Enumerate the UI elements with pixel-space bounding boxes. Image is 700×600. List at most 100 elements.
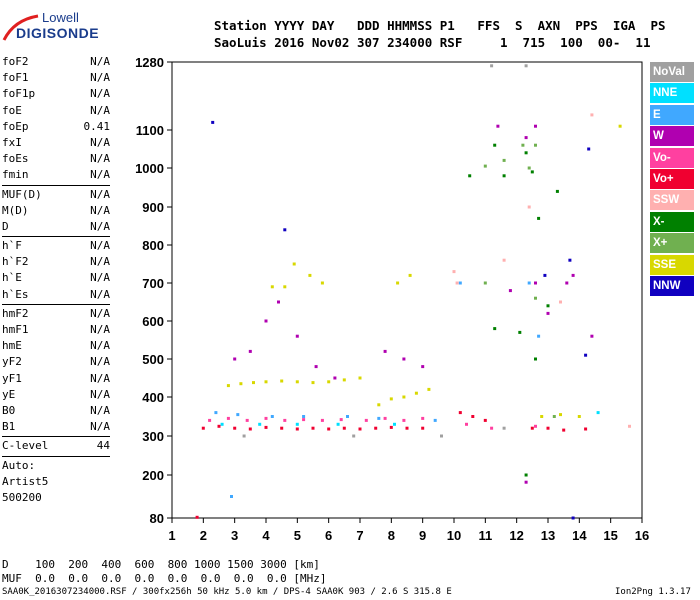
x-tick-label: 14 — [572, 528, 587, 543]
param-value: N/A — [90, 306, 110, 320]
y-tick-label: 200 — [142, 468, 164, 483]
param-name: h`F — [2, 239, 22, 253]
echo-point-vo — [245, 418, 249, 422]
echo-point-vo — [465, 422, 468, 426]
echo-point-sse — [577, 415, 581, 418]
echo-point-vo — [280, 426, 284, 430]
param-name: hmF1 — [2, 323, 29, 336]
echo-point-vo — [339, 418, 343, 422]
echo-point-vo — [283, 418, 287, 422]
echo-point-vo — [295, 427, 299, 431]
param-name: foEp — [2, 119, 29, 133]
echo-point-vo — [195, 515, 199, 519]
param-row-fof1: foF1 N/A — [2, 70, 110, 86]
x-tick-label: 2 — [200, 528, 207, 543]
echo-point-sse — [239, 382, 243, 386]
param-value: N/A — [90, 219, 110, 233]
param-row-foep: foEp 0.41 — [2, 119, 110, 135]
x-tick-label: 13 — [541, 528, 555, 543]
param-name: h`F2 — [2, 255, 29, 269]
echo-point-vo — [201, 426, 205, 430]
y-tick-label: 1100 — [136, 123, 164, 138]
legend-item-sse: SSE — [650, 254, 694, 275]
x-axis: 1 2 3 4 5 6 7 8 9 10 11 12 13 14 15 16 — [168, 518, 649, 543]
legend-item-nnw: NNW — [650, 275, 694, 296]
echo-point-nnw — [283, 228, 287, 232]
echo-point-sse — [414, 391, 418, 395]
param-separator — [2, 436, 110, 438]
y-axis: 80 200 300 400 500 600 700 800 900 1000 1100 1280 — [135, 55, 172, 526]
y-tick-label: 600 — [142, 314, 164, 329]
echo-point-nne — [258, 422, 262, 426]
param-name: yF2 — [2, 355, 22, 369]
echo-point-e — [346, 415, 349, 418]
echo-point-w — [496, 124, 500, 128]
param-value: N/A — [90, 271, 110, 285]
distance-row: D 100 200 400 600 800 1000 1500 3000 [km… — [2, 558, 320, 571]
echo-point-vo — [483, 418, 487, 422]
echo-point-ssw — [455, 281, 459, 285]
echo-point-x — [524, 473, 528, 477]
echo-point-vo — [534, 424, 537, 428]
echo-point-nnw — [571, 516, 575, 520]
echo-point-sse — [320, 281, 324, 285]
param-name: foF2 — [2, 55, 29, 68]
echo-point-vo — [264, 416, 268, 420]
echo-point-noval — [242, 434, 246, 438]
y-tick-label: 1280 — [135, 55, 164, 70]
echo-point-nne — [393, 422, 396, 426]
echo-point-x — [468, 174, 472, 178]
echo-point-sse — [280, 379, 284, 383]
echo-point-noval — [440, 434, 443, 438]
param-name: yF1 — [2, 371, 22, 385]
echo-point-x — [537, 216, 541, 220]
echo-point-vo — [421, 426, 425, 430]
echo-point-w — [264, 319, 268, 323]
echo-point-w — [248, 349, 252, 353]
echo-point-nne — [295, 422, 299, 426]
param-name: foF1 — [2, 71, 29, 85]
echo-point-sse — [618, 124, 622, 128]
echo-point-vo — [546, 426, 550, 430]
echo-point-x — [534, 296, 537, 300]
echo-point-vo — [402, 418, 406, 422]
x-tick-label: 10 — [447, 528, 461, 543]
y-tick-label: 900 — [142, 200, 164, 215]
y-tick-label: 80 — [150, 511, 164, 526]
param-row-hmf1: hmF1 N/A — [2, 322, 110, 338]
echo-point-w — [295, 334, 299, 338]
param-value: 44 — [96, 439, 110, 453]
header-values: SaoLuis 2016 Nov02 307 234000 RSF 1 715 … — [214, 35, 651, 50]
param-row-hme: hmE N/A — [2, 338, 110, 354]
echo-point-w — [534, 124, 537, 128]
echo-point-w — [277, 300, 280, 304]
param-value: N/A — [90, 239, 110, 253]
param-value: N/A — [90, 403, 110, 417]
legend-item-nne: NNE — [650, 83, 694, 104]
echo-point-ssw — [559, 300, 562, 304]
param-value: N/A — [90, 135, 110, 149]
echo-point-ssw — [628, 424, 631, 428]
param-name: foF1p — [2, 87, 36, 101]
param-row-d: D N/A — [2, 219, 110, 235]
legend-item-noval: NoVal — [650, 62, 694, 82]
echo-point-x — [530, 170, 534, 174]
param-value: N/A — [90, 255, 110, 269]
echo-point-nnw — [568, 258, 572, 262]
echo-point-vo — [471, 415, 475, 418]
legend-item-vo: Vo+ — [650, 168, 694, 189]
echo-point-vo — [320, 418, 324, 422]
param-value: N/A — [90, 87, 110, 101]
echo-point-w — [524, 480, 528, 484]
echo-point-sse — [559, 413, 562, 417]
echo-point-sse — [427, 387, 431, 391]
echo-point-sse — [408, 273, 412, 277]
param-name: B1 — [2, 420, 16, 434]
echo-point-w — [383, 349, 387, 353]
echo-point-vo — [389, 425, 393, 429]
param-row-fxi: fxI N/A — [2, 135, 110, 151]
echo-point-sse — [377, 403, 381, 407]
echo-point-nne — [596, 411, 600, 415]
echo-point-nnw — [211, 120, 215, 124]
param-name: hmF2 — [2, 306, 29, 320]
